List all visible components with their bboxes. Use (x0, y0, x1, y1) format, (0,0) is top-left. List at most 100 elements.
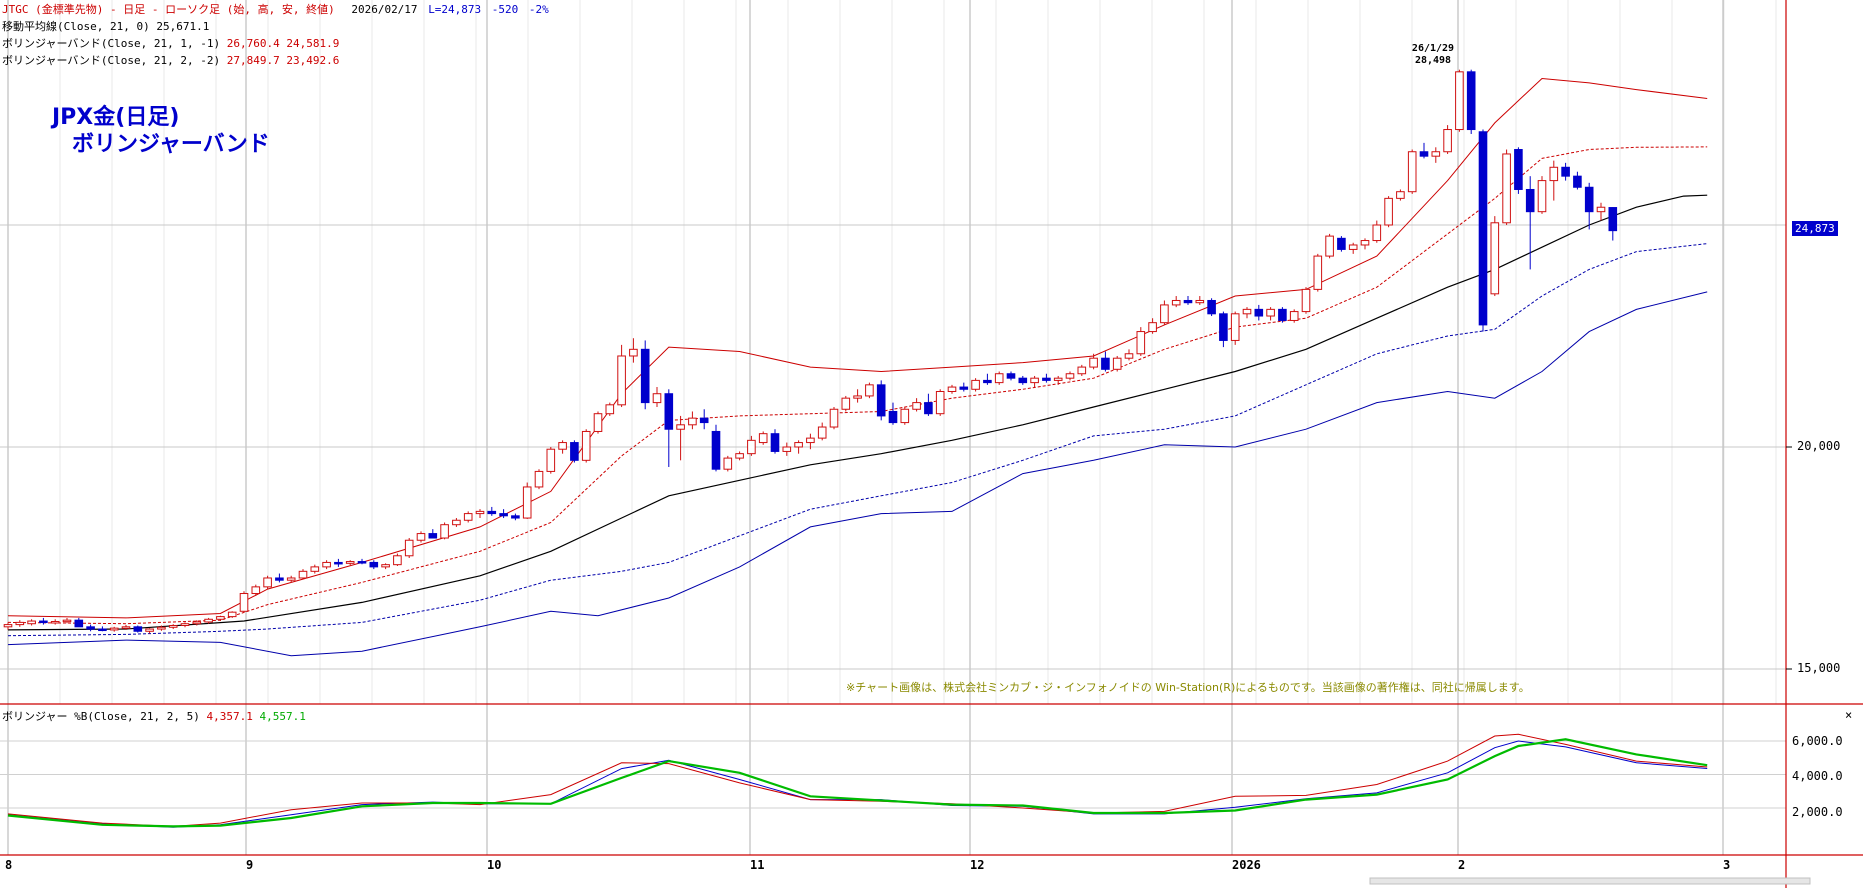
chart-header: JTGC (金標準先物) - 日足 - ローソク足 (始, 高, 安, 終値) … (2, 3, 549, 16)
sub-close-button[interactable]: × (1845, 708, 1853, 722)
candle-body (1242, 308, 1252, 315)
bb2-values: 27,849.7 23,492.6 (226, 54, 340, 67)
candle-body (499, 513, 508, 517)
grid-lines (0, 0, 1786, 855)
candle-body (1325, 235, 1334, 257)
sub-grid (0, 740, 1786, 809)
percent-b-lines (7, 733, 1708, 828)
candle-body (935, 391, 945, 415)
candle-body (1183, 299, 1193, 304)
header-title: JTGC (金標準先物) - 日足 - ローソク足 (始, 高, 安, 終値) (2, 3, 335, 16)
candle-body (1207, 299, 1216, 315)
candle-body (1230, 313, 1240, 341)
candle-body (74, 619, 84, 628)
candle-body (1136, 331, 1146, 355)
candle-body (888, 410, 898, 424)
candle-body (1573, 175, 1582, 188)
candle-body (62, 619, 72, 623)
y-tick-20000: 20,000 (1797, 439, 1841, 453)
x-tick-aug: 8 (5, 858, 13, 872)
candle-body (1514, 149, 1523, 190)
candle-body (1478, 131, 1488, 326)
candle-body (192, 621, 202, 625)
candle-body (959, 386, 969, 390)
candle-body (121, 626, 131, 629)
candle-body (322, 561, 331, 568)
candle-body (452, 519, 461, 526)
candle-body (440, 524, 449, 539)
header-change: -520 (491, 3, 519, 16)
candle-body (900, 408, 910, 424)
candle-body (522, 486, 532, 519)
candle-body (806, 437, 815, 444)
x-tick-dec: 12 (970, 858, 985, 872)
candle-body (511, 515, 520, 519)
candle-body (1112, 357, 1122, 370)
candle-body (1077, 366, 1087, 375)
candle-body (652, 393, 662, 404)
candle-body (1537, 180, 1547, 213)
candle-body (1266, 308, 1275, 317)
candle-body (1313, 255, 1323, 290)
candle-body (865, 384, 874, 397)
bb2-label: ボリンジャーバンド(Close, 21, 2, -2) (2, 54, 221, 67)
candle-body (180, 623, 190, 626)
candle-body (782, 446, 792, 452)
candle-body (1502, 153, 1511, 224)
candle-body (1018, 377, 1028, 384)
candle-body (770, 433, 780, 452)
candle-body (1171, 299, 1181, 306)
sub-header: ボリンジャー %B(Close, 21, 2, 5) 4,357.1 4,557… (2, 710, 306, 723)
candle-body (994, 373, 1004, 384)
candle-body (15, 621, 25, 626)
x-tick-mar: 3 (1723, 858, 1731, 872)
candle-body (404, 539, 414, 557)
sub-label: ボリンジャー %B(Close, 21, 2, 5) (2, 710, 200, 723)
candle-body (747, 439, 756, 455)
candle-body (1101, 357, 1110, 370)
candle-body (912, 402, 921, 410)
candle-body (463, 513, 473, 521)
candle-body (227, 611, 237, 618)
candle-body (3, 624, 13, 628)
candle-body (1431, 151, 1441, 157)
candle-body (1490, 222, 1500, 295)
x-tick-oct: 10 (487, 858, 502, 872)
candle-body (711, 430, 721, 470)
candle-body (971, 379, 980, 390)
sub-line-percent_b_signal (7, 738, 1708, 828)
candle-body (1396, 191, 1405, 199)
candle-body (50, 620, 60, 624)
last-price-tag: 24,873 (1792, 221, 1838, 236)
candle-body (310, 566, 320, 572)
header-change-pct: -2% (528, 3, 549, 16)
candle-body (216, 616, 225, 620)
candle-body (145, 628, 154, 632)
candle-body (475, 510, 485, 515)
candle-body (558, 442, 567, 450)
candle-body (1443, 129, 1452, 153)
candle-body (794, 442, 803, 448)
candle-body (428, 533, 438, 539)
ma-label: 移動平均線(Close, 21, 0) (2, 20, 150, 33)
candle-body (534, 470, 544, 488)
candle-body (1289, 311, 1299, 321)
candle-body (298, 570, 308, 579)
candle-body (1466, 71, 1476, 131)
x-tick-nov: 11 (750, 858, 765, 872)
candle-body (393, 555, 402, 566)
bb1-label: ボリンジャーバンド(Close, 21, 1, -1) (2, 37, 221, 50)
candle-body (334, 561, 343, 565)
overlay-title-line1: JPX金(日足) (52, 105, 180, 130)
candle-body (640, 348, 650, 404)
candles (3, 69, 1618, 634)
candle-body (1148, 322, 1157, 333)
candle-body (617, 355, 626, 406)
candle-body (27, 620, 36, 625)
candle-body (924, 402, 933, 415)
candle-body (345, 561, 355, 564)
candle-body (168, 624, 178, 628)
peak-date: 26/1/29 (1411, 43, 1455, 54)
candle-body (381, 564, 390, 568)
